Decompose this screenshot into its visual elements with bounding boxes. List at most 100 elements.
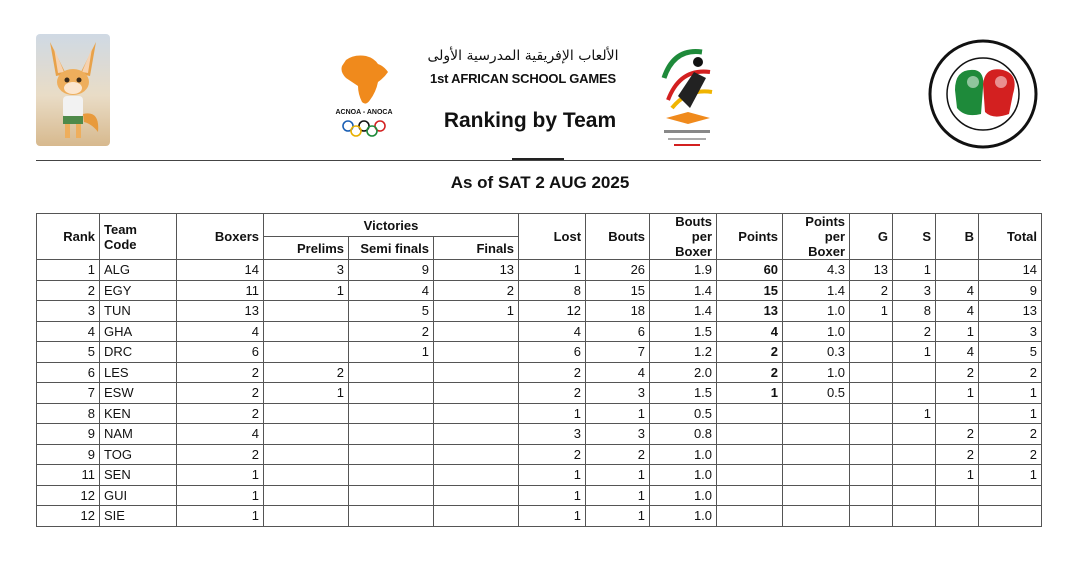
cell-total: 5: [978, 341, 1043, 363]
algerian-boxing-federation-logo: [925, 38, 1041, 150]
cell-bouts: 2: [585, 443, 651, 465]
cell-boxers: 6: [176, 341, 264, 363]
cell-b: 2: [935, 443, 980, 465]
cell-finals: [432, 341, 520, 363]
cell-finals: [432, 464, 520, 486]
cell-g: [849, 341, 894, 363]
cell-code: LES: [99, 361, 177, 383]
cell-total: [978, 505, 1043, 527]
col-bronze: B: [935, 213, 980, 260]
table-row: 9 NAM 4 3 3 0.8 2 2: [36, 423, 1043, 445]
cell-ppb: [782, 484, 851, 506]
cell-ppb: 1.0: [782, 320, 851, 342]
cell-lost: 1: [518, 259, 587, 281]
cell-semi: 4: [348, 279, 434, 301]
table-row: 7 ESW 2 1 2 3 1.5 1 0.5 1 1: [36, 382, 1043, 404]
cell-rank: 12: [36, 505, 100, 527]
cell-total: 14: [978, 259, 1043, 281]
col-team-code: Team Code: [99, 213, 177, 260]
cell-bouts: 3: [585, 382, 651, 404]
cell-lost: 12: [518, 300, 587, 322]
cell-prelims: 2: [263, 361, 349, 383]
cell-code: SIE: [99, 505, 177, 527]
cell-boxers: 2: [176, 402, 264, 424]
cell-semi: [348, 402, 434, 424]
cell-b: [935, 505, 980, 527]
cell-points: 4: [716, 320, 784, 342]
header-divider: [36, 160, 1041, 161]
cell-code: DRC: [99, 341, 177, 363]
cell-rank: 5: [36, 341, 100, 363]
cell-bouts: 15: [585, 279, 651, 301]
cell-total: 13: [978, 300, 1043, 322]
cell-total: 2: [978, 423, 1043, 445]
cell-semi: [348, 505, 434, 527]
cell-prelims: [263, 464, 349, 486]
cell-ppb: 0.5: [782, 382, 851, 404]
col-finals: Finals: [432, 236, 520, 260]
cell-finals: [432, 443, 520, 465]
cell-lost: 2: [518, 382, 587, 404]
cell-prelims: [263, 300, 349, 322]
cell-points: 60: [716, 259, 784, 281]
cell-finals: 1: [432, 300, 520, 322]
cell-g: [849, 361, 894, 383]
header-divider-accent: [512, 158, 564, 160]
cell-g: [849, 484, 894, 506]
cell-rank: 12: [36, 484, 100, 506]
cell-g: 13: [849, 259, 894, 281]
cell-g: 2: [849, 279, 894, 301]
table-row: 3 TUN 13 5 1 12 18 1.4 13 1.0 1 8 4 13: [36, 300, 1043, 322]
table-row: 5 DRC 6 1 6 7 1.2 2 0.3 1 4 5: [36, 341, 1043, 363]
page-title: Ranking by Team: [443, 109, 617, 132]
cell-finals: [432, 505, 520, 527]
cell-semi: [348, 423, 434, 445]
cell-finals: 13: [432, 259, 520, 281]
cell-code: GUI: [99, 484, 177, 506]
table-row: 9 TOG 2 2 2 1.0 2 2: [36, 443, 1043, 465]
cell-bpb: 1.2: [649, 341, 718, 363]
col-boxers: Boxers: [176, 213, 264, 260]
cell-b: 1: [935, 464, 980, 486]
cell-g: [849, 464, 894, 486]
cell-s: [892, 484, 937, 506]
cell-boxers: 1: [176, 505, 264, 527]
cell-code: ESW: [99, 382, 177, 404]
cell-bouts: 18: [585, 300, 651, 322]
cell-semi: [348, 484, 434, 506]
acnoa-label: ACNOA - ANOCA: [335, 109, 393, 116]
cell-semi: 1: [348, 341, 434, 363]
cell-b: 1: [935, 320, 980, 342]
col-rank: Rank: [36, 213, 100, 260]
col-prelims: Prelims: [263, 236, 349, 260]
cell-finals: [432, 423, 520, 445]
cell-lost: 6: [518, 341, 587, 363]
cell-lost: 4: [518, 320, 587, 342]
cell-s: [892, 505, 937, 527]
cell-bpb: 1.9: [649, 259, 718, 281]
cell-s: 3: [892, 279, 937, 301]
cell-total: 1: [978, 464, 1043, 486]
cell-total: 1: [978, 382, 1043, 404]
cell-bpb: 2.0: [649, 361, 718, 383]
cell-s: 8: [892, 300, 937, 322]
cell-ppb: 1.0: [782, 300, 851, 322]
cell-b: [935, 484, 980, 506]
cell-points: [716, 423, 784, 445]
table-subheader-row: Prelims Semi finals Finals: [37, 236, 1042, 260]
cell-prelims: [263, 484, 349, 506]
cell-s: [892, 464, 937, 486]
cell-prelims: [263, 423, 349, 445]
cell-bpb: 1.4: [649, 300, 718, 322]
cell-ppb: [782, 464, 851, 486]
cell-bouts: 1: [585, 484, 651, 506]
cell-bpb: 0.5: [649, 402, 718, 424]
cell-code: GHA: [99, 320, 177, 342]
cell-semi: [348, 464, 434, 486]
cell-s: [892, 361, 937, 383]
cell-code: TOG: [99, 443, 177, 465]
cell-lost: 1: [518, 402, 587, 424]
table-row: 11 SEN 1 1 1 1.0 1 1: [36, 464, 1043, 486]
cell-lost: 2: [518, 361, 587, 383]
cell-points: [716, 464, 784, 486]
